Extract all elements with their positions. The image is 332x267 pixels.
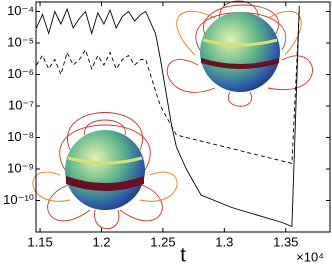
y-tick-label: 10⁻⁶ xyxy=(7,66,34,81)
inset-bottom xyxy=(32,112,178,230)
series-line xyxy=(36,11,300,164)
x-tick-label: 1.35 xyxy=(273,234,298,249)
plot-frame xyxy=(35,1,331,233)
x-tick-label: 1.25 xyxy=(150,234,175,249)
y-tick-label: 10⁻⁹ xyxy=(7,160,34,175)
x-axis-label: t xyxy=(180,244,186,266)
y-tick-label: 10⁻⁵ xyxy=(7,34,34,49)
y-tick-label: 10⁻⁴ xyxy=(7,3,34,18)
x-tick-label: 1.3 xyxy=(215,234,233,249)
x-tick-label: 1.15 xyxy=(27,234,52,249)
inset-top xyxy=(166,0,313,107)
y-tick-label: 10⁻¹⁰ xyxy=(3,192,34,207)
y-tick-label: 10⁻⁷ xyxy=(8,97,34,112)
x-tick-label: 1.2 xyxy=(92,234,110,249)
x-multiplier: ×10⁴ xyxy=(296,249,324,264)
series-line xyxy=(35,5,300,228)
y-tick-label: 10⁻⁸ xyxy=(7,129,34,144)
